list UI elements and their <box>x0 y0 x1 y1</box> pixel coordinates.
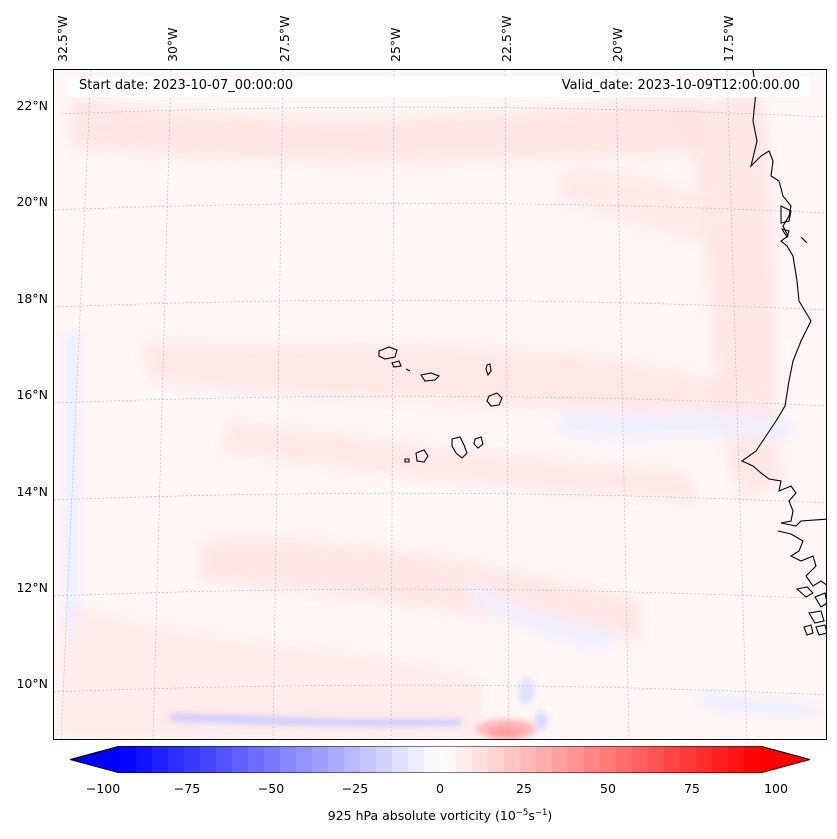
colorbar-tick-label: 50 <box>600 781 616 796</box>
colorbar-segment <box>232 746 249 773</box>
colorbar-segment <box>680 746 697 773</box>
colorbar-segment <box>312 746 329 773</box>
colorbar-segment <box>616 746 633 773</box>
colorbar-segment <box>184 746 201 773</box>
colorbar-segment <box>504 746 521 773</box>
colorbar-segment <box>728 746 745 773</box>
valid-date-title: Valid_date: 2023-10-09T12:00:00.00 <box>561 78 800 93</box>
colorbar-segment <box>296 746 313 773</box>
colorbar-label-unit: s <box>528 808 535 824</box>
title-box <box>68 77 810 97</box>
colorbar-segment <box>376 746 393 773</box>
colorbar-segment <box>408 746 425 773</box>
colorbar-segment <box>328 746 345 773</box>
lat-label-10n: 10°N <box>16 676 48 691</box>
colorbar-segment <box>488 746 505 773</box>
colorbar-segment <box>440 746 457 773</box>
colorbar-label-exp1: −5 <box>515 808 529 818</box>
colorbar-segment <box>200 746 217 773</box>
colorbar-segment <box>664 746 681 773</box>
colorbar-segment <box>168 746 185 773</box>
lon-label-30w: 30°W <box>165 27 180 62</box>
colorbar-segment <box>424 746 441 773</box>
lat-label-12n: 12°N <box>16 580 48 595</box>
colorbar-segment <box>392 746 409 773</box>
colorbar-segment <box>696 746 713 773</box>
colorbar-label: 925 hPa absolute vorticity (10−5s−1) <box>328 808 553 823</box>
colorbar-segment <box>152 746 169 773</box>
colorbar-segment <box>712 746 729 773</box>
lon-label-20w: 20°W <box>610 27 625 62</box>
colorbar-segment <box>248 746 265 773</box>
colorbar-extend-min <box>70 746 120 773</box>
map-area <box>53 69 827 740</box>
colorbar-tick-label: −75 <box>173 781 201 796</box>
colorbar-segment <box>568 746 585 773</box>
colorbar-segment <box>344 746 361 773</box>
colorbar-label-exp2: −1 <box>534 808 548 818</box>
colorbar-segment <box>280 746 297 773</box>
lon-label-17-5w: 17.5°W <box>721 15 736 62</box>
colorbar-label-prefix: 925 hPa absolute vorticity (10 <box>327 808 516 824</box>
colorbar-segment <box>584 746 601 773</box>
lat-label-20n: 20°N <box>16 194 48 209</box>
colorbar-segment <box>120 746 137 773</box>
lat-label-16n: 16°N <box>16 387 48 402</box>
colorbar-tick-label: −25 <box>341 781 369 796</box>
colorbar-tick-label: −50 <box>257 781 285 796</box>
lon-label-27-5w: 27.5°W <box>277 15 292 62</box>
start-date-title: Start date: 2023-10-07_00:00:00 <box>79 78 294 93</box>
colorbar-label-suffix: ) <box>547 808 553 824</box>
west-africa-coastline <box>740 70 826 636</box>
lat-label-18n: 18°N <box>16 291 48 306</box>
cape-verde-islands <box>378 346 503 463</box>
colorbar-segment <box>216 746 233 773</box>
colorbar-segment <box>456 746 473 773</box>
colorbar-tick-label: 100 <box>764 781 788 796</box>
colorbar-segment <box>648 746 665 773</box>
colorbar-tick-label: 75 <box>684 781 700 796</box>
colorbar-segment <box>264 746 281 773</box>
lat-label-22n: 22°N <box>16 98 48 113</box>
colorbar <box>70 746 810 773</box>
colorbar-segment <box>136 746 153 773</box>
lon-label-32-5w: 32.5°W <box>55 15 70 62</box>
lon-label-22-5w: 22.5°W <box>499 15 514 62</box>
colorbar-segment <box>472 746 489 773</box>
colorbar-tick-label: 25 <box>516 781 532 796</box>
colorbar-tick-label: 0 <box>436 781 444 796</box>
gridlines <box>54 70 826 739</box>
colorbar-segments <box>120 746 761 773</box>
colorbar-extend-max <box>760 746 810 773</box>
lat-label-14n: 14°N <box>16 484 48 499</box>
colorbar-segment <box>632 746 649 773</box>
colorbar-segment <box>744 746 761 773</box>
colorbar-tick-label: −100 <box>85 781 121 796</box>
vorticity-field <box>54 70 826 739</box>
lon-label-25w: 25°W <box>388 27 403 62</box>
colorbar-segment <box>360 746 377 773</box>
colorbar-segment <box>520 746 537 773</box>
colorbar-segment <box>552 746 569 773</box>
colorbar-segment <box>600 746 617 773</box>
colorbar-segment <box>536 746 553 773</box>
vorticity-map <box>54 70 826 739</box>
